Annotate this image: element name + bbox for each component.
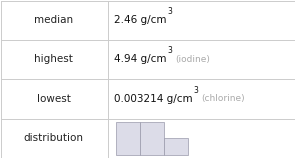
Text: (chlorine): (chlorine): [201, 94, 245, 103]
Text: 0.003214 g/cm: 0.003214 g/cm: [114, 94, 192, 104]
Text: 3: 3: [167, 46, 172, 55]
Text: 4.94 g/cm: 4.94 g/cm: [114, 54, 166, 64]
Text: highest: highest: [35, 54, 73, 64]
Text: 3: 3: [167, 7, 172, 15]
Text: median: median: [34, 15, 73, 25]
Text: 2.46 g/cm: 2.46 g/cm: [114, 15, 166, 25]
Text: distribution: distribution: [24, 133, 84, 143]
Bar: [116, 122, 140, 155]
Bar: [140, 122, 164, 155]
Text: (iodine): (iodine): [175, 55, 210, 64]
Bar: [164, 138, 188, 155]
Text: 3: 3: [193, 86, 198, 94]
Text: lowest: lowest: [37, 94, 71, 104]
